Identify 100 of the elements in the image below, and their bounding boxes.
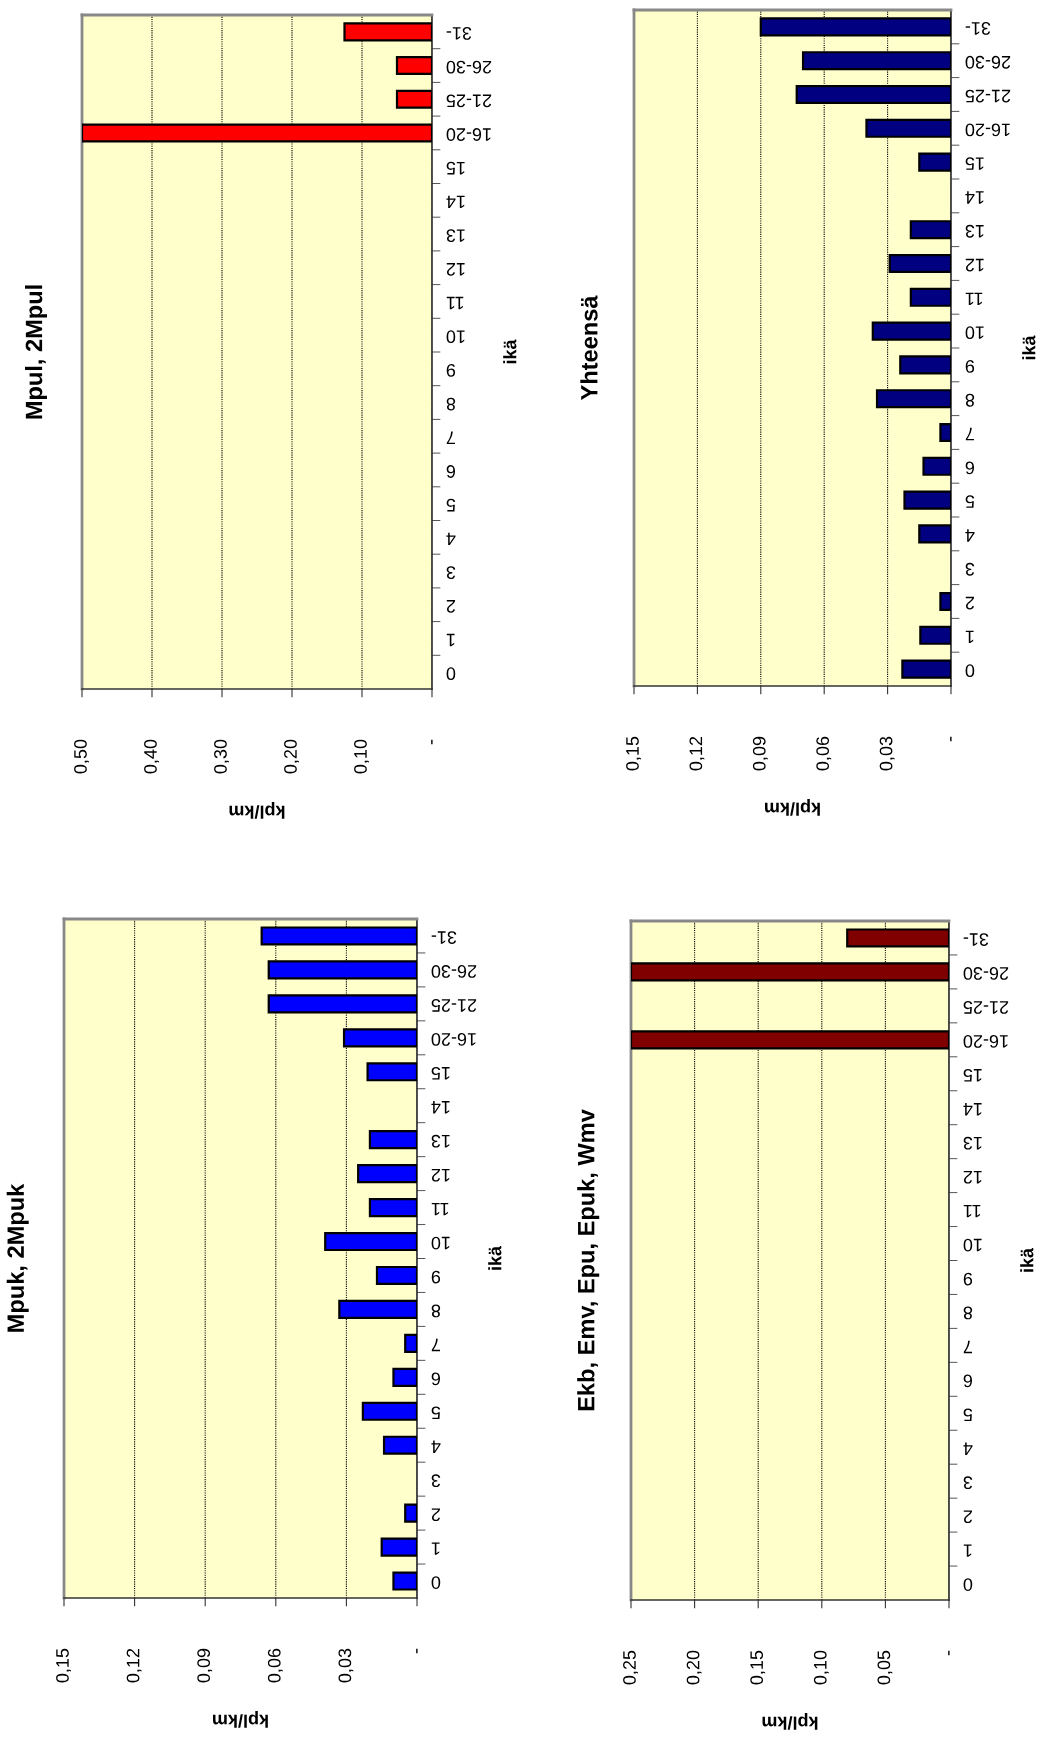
y-tick-label: 0 — [965, 664, 975, 678]
text: Mpuk, 2Mpuk — [6, 1183, 29, 1332]
y-tick-label: 15 — [965, 157, 984, 170]
y-tick-label: 16-20 — [965, 123, 1010, 137]
x-tick-label: 0,09 — [752, 736, 768, 771]
y-tick-label: 16-20 — [431, 1032, 476, 1046]
y-tick-label: 5 — [431, 1406, 441, 1420]
y-tick-label: 1 — [965, 630, 974, 644]
x-axis-title: kpl/km — [229, 801, 285, 819]
x-tick-label: 0,25 — [623, 1650, 638, 1685]
y-tick-label: 8 — [965, 393, 975, 407]
x-tick-label: 0,12 — [126, 1648, 142, 1683]
y-tick-label: 3 — [963, 1476, 973, 1490]
x-tick-label: 0,50 — [74, 739, 89, 774]
y-tick-label: 4 — [446, 532, 456, 546]
bar — [404, 1503, 417, 1523]
x-tick-label: 0,12 — [689, 736, 705, 771]
y-tick-label: 7 — [446, 431, 455, 444]
y-tick-label: 8 — [963, 1306, 973, 1320]
x-axis-title: kpl/km — [213, 1710, 268, 1728]
bar — [918, 152, 951, 172]
y-axis-title: ikä — [1022, 335, 1036, 360]
y-tick-label: 16-20 — [446, 128, 491, 141]
x-tick-label: 0,15 — [56, 1648, 71, 1683]
x-tick-label: 0,40 — [144, 739, 159, 774]
y-tick-label: 14 — [965, 191, 984, 204]
x-tick-label: 0,15 — [750, 1650, 766, 1685]
bar — [939, 422, 951, 443]
y-tick-label: 31- — [963, 933, 989, 946]
y-tick-label: 21-25 — [963, 1001, 1009, 1014]
x-tick-label: 0,30 — [214, 739, 229, 774]
y-axis-title: ikä — [488, 1245, 502, 1270]
y-tick-label: 4 — [965, 529, 975, 542]
text: Mpul, 2Mpul — [24, 285, 47, 419]
y-tick-label: 9 — [446, 364, 456, 377]
bar — [909, 287, 951, 307]
y-tick-label: 6 — [965, 461, 975, 475]
y-tick-label: 6 — [431, 1372, 441, 1386]
y-tick-label: 11 — [965, 292, 983, 306]
x-tick-label: 0,05 — [877, 1650, 893, 1685]
y-tick-label: 5 — [965, 495, 975, 508]
y-tick-label: 26-30 — [446, 60, 492, 74]
x-tick-label: 0,20 — [284, 739, 299, 774]
y-tick-label: 11 — [963, 1204, 981, 1218]
y-tick-label: 7 — [965, 427, 974, 441]
y-tick-label: 6 — [963, 1374, 973, 1388]
x-tick-label: - — [431, 739, 433, 745]
bar — [382, 1435, 417, 1455]
y-tick-label: 3 — [431, 1474, 441, 1488]
x-tick-label: 0,06 — [267, 1648, 283, 1683]
y-tick-label: 12 — [965, 258, 984, 272]
y-tick-label: 2 — [963, 1510, 973, 1524]
y-tick-label: 9 — [965, 360, 975, 373]
y-tick-label: 5 — [963, 1408, 973, 1422]
y-tick-label: 15 — [431, 1066, 450, 1080]
bar — [395, 89, 432, 109]
y-tick-label: 3 — [965, 562, 975, 576]
y-tick-label: 11 — [446, 296, 464, 310]
text: Ekb, Emv, Epu, Epuk, Wmv — [577, 1109, 600, 1411]
bar — [380, 1537, 417, 1557]
y-tick-label: 21-25 — [431, 999, 477, 1012]
x-axis-title: kpl/km — [765, 798, 820, 816]
y-tick-label: 26-30 — [965, 55, 1011, 69]
y-tick-label: 1 — [431, 1542, 440, 1555]
x-tick-label: - — [948, 1650, 950, 1656]
y-tick-label: 1 — [963, 1544, 972, 1557]
x-tick-label: 0,15 — [626, 736, 641, 771]
x-tick-label: 0,06 — [816, 736, 832, 771]
y-tick-label: 14 — [963, 1103, 982, 1116]
y-tick-label: 12 — [446, 263, 465, 276]
y-tick-label: 9 — [963, 1272, 973, 1286]
y-tick-label: 10 — [963, 1238, 982, 1252]
bar — [939, 591, 951, 612]
y-tick-label: 31- — [446, 27, 472, 40]
bar — [901, 659, 951, 679]
bar — [404, 1333, 417, 1353]
y-tick-label: 21-25 — [965, 89, 1011, 103]
y-tick-label: 15 — [446, 161, 465, 175]
y-tick-label: 14 — [446, 195, 465, 209]
y-tick-label: 15 — [963, 1068, 982, 1082]
x-tick-label: 0,03 — [879, 736, 895, 771]
y-tick-label: 8 — [431, 1304, 441, 1318]
y-tick-label: 13 — [965, 224, 984, 238]
y-tick-label: 9 — [431, 1270, 441, 1284]
y-tick-label: 13 — [963, 1136, 982, 1150]
bar — [366, 1062, 417, 1082]
y-tick-label: 21-25 — [446, 94, 492, 108]
y-tick-label: 4 — [963, 1442, 973, 1455]
y-tick-label: 12 — [963, 1170, 982, 1184]
bar — [368, 1197, 417, 1218]
y-tick-label: 10 — [965, 326, 984, 340]
x-tick-label: 0,10 — [354, 739, 369, 774]
bar — [392, 1571, 417, 1591]
y-tick-label: 26-30 — [431, 965, 477, 978]
x-axis-title: kpl/km — [762, 1712, 818, 1730]
y-tick-label: 14 — [431, 1101, 450, 1114]
y-tick-label: 10 — [431, 1236, 450, 1250]
bar — [919, 625, 951, 645]
y-tick-label: 0 — [446, 667, 456, 681]
bar — [357, 1164, 417, 1184]
